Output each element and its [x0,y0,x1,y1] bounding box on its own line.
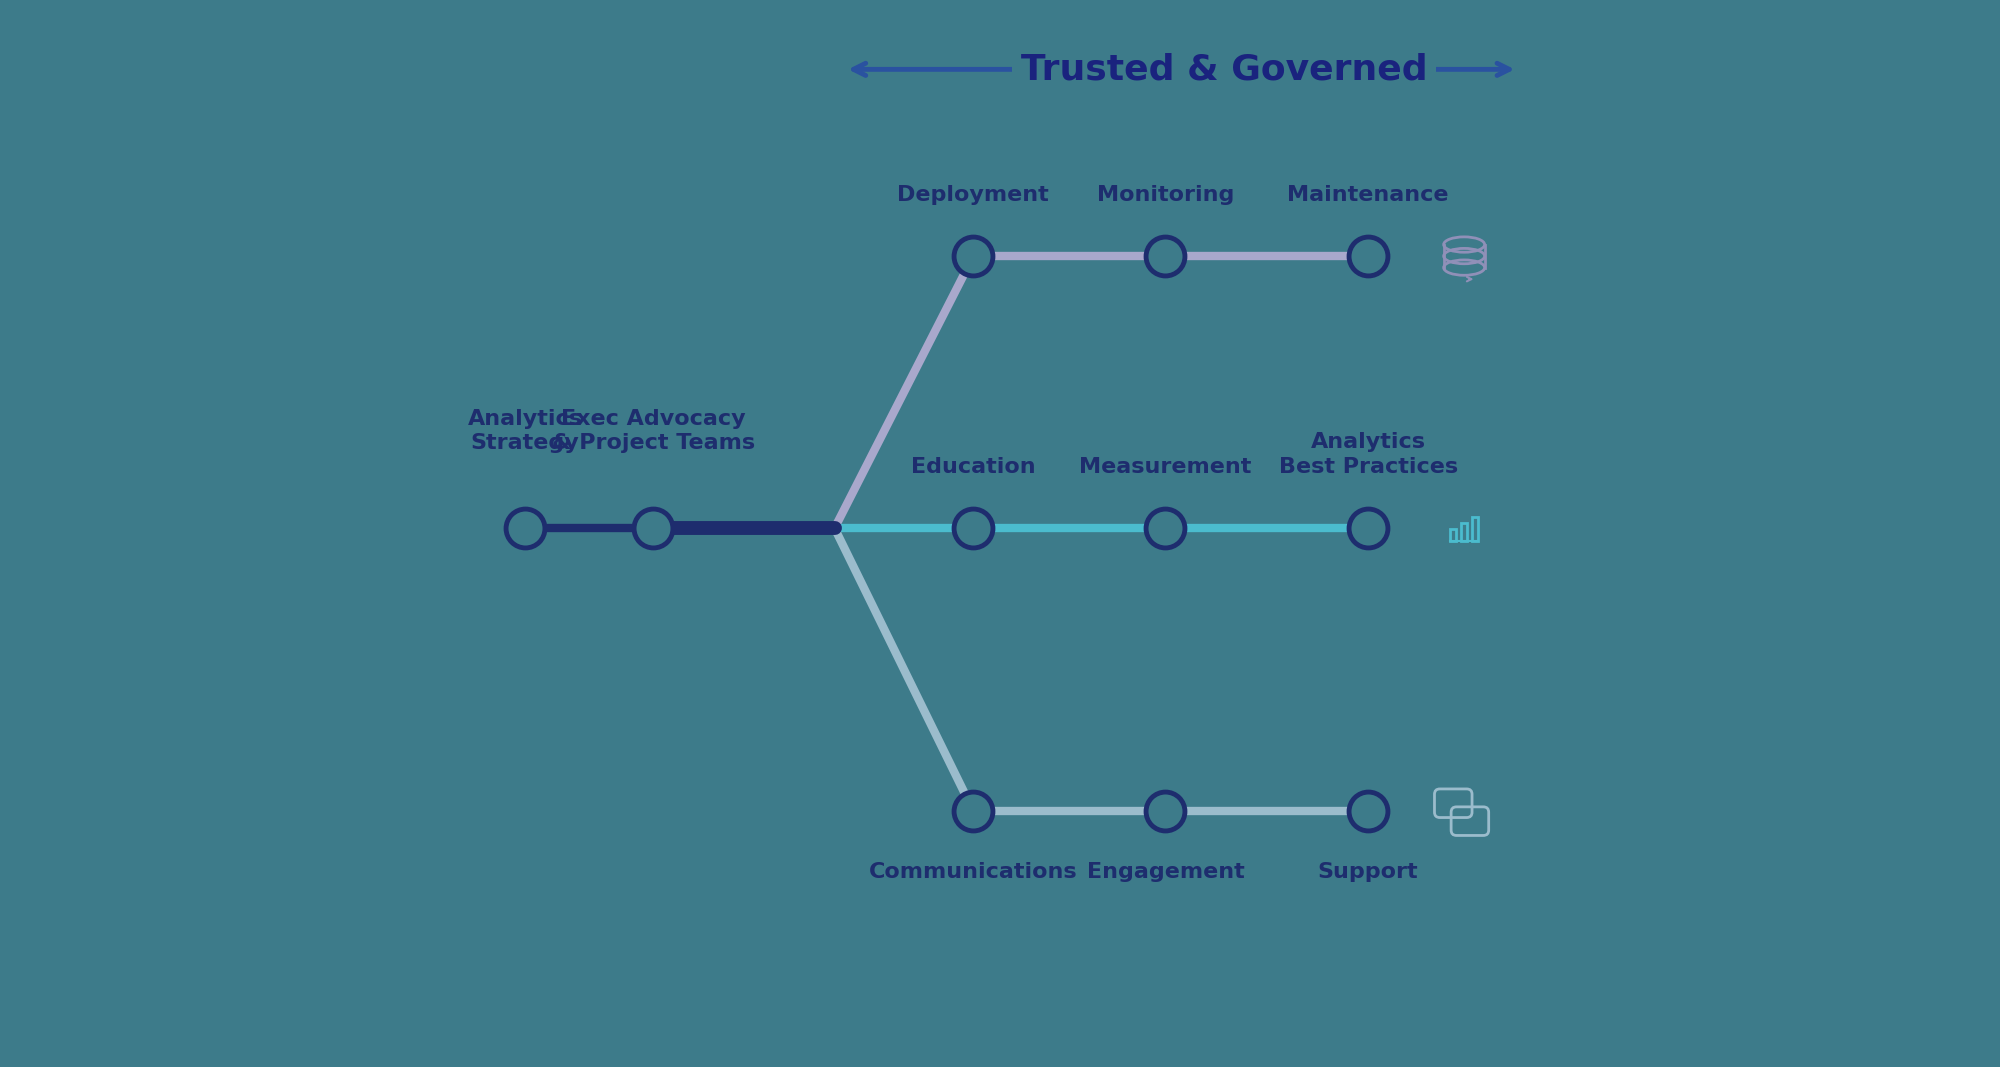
Text: Analytics
Best Practices: Analytics Best Practices [1278,432,1458,477]
Text: Analytics
Strategy: Analytics Strategy [468,409,582,453]
Point [510,520,542,537]
Text: Monitoring: Monitoring [1096,185,1234,205]
Point [1352,248,1384,265]
Point [1150,802,1182,819]
Point [1352,802,1384,819]
Point [958,802,990,819]
Point [638,520,670,537]
Point [1150,248,1182,265]
Point [958,248,990,265]
Point [1352,520,1384,537]
Text: Maintenance: Maintenance [1288,185,1448,205]
Point [958,520,990,537]
Text: Exec Advocacy
& Project Teams: Exec Advocacy & Project Teams [552,409,754,453]
Text: Trusted & Governed: Trusted & Governed [1020,52,1428,86]
Bar [1472,516,1478,541]
Text: Education: Education [912,457,1036,477]
Text: Engagement: Engagement [1086,862,1244,882]
Text: Measurement: Measurement [1080,457,1252,477]
Text: Communications: Communications [870,862,1078,882]
Text: Support: Support [1318,862,1418,882]
Text: Deployment: Deployment [898,185,1050,205]
Bar [1460,523,1468,541]
Point [1150,520,1182,537]
Bar [1450,529,1456,541]
